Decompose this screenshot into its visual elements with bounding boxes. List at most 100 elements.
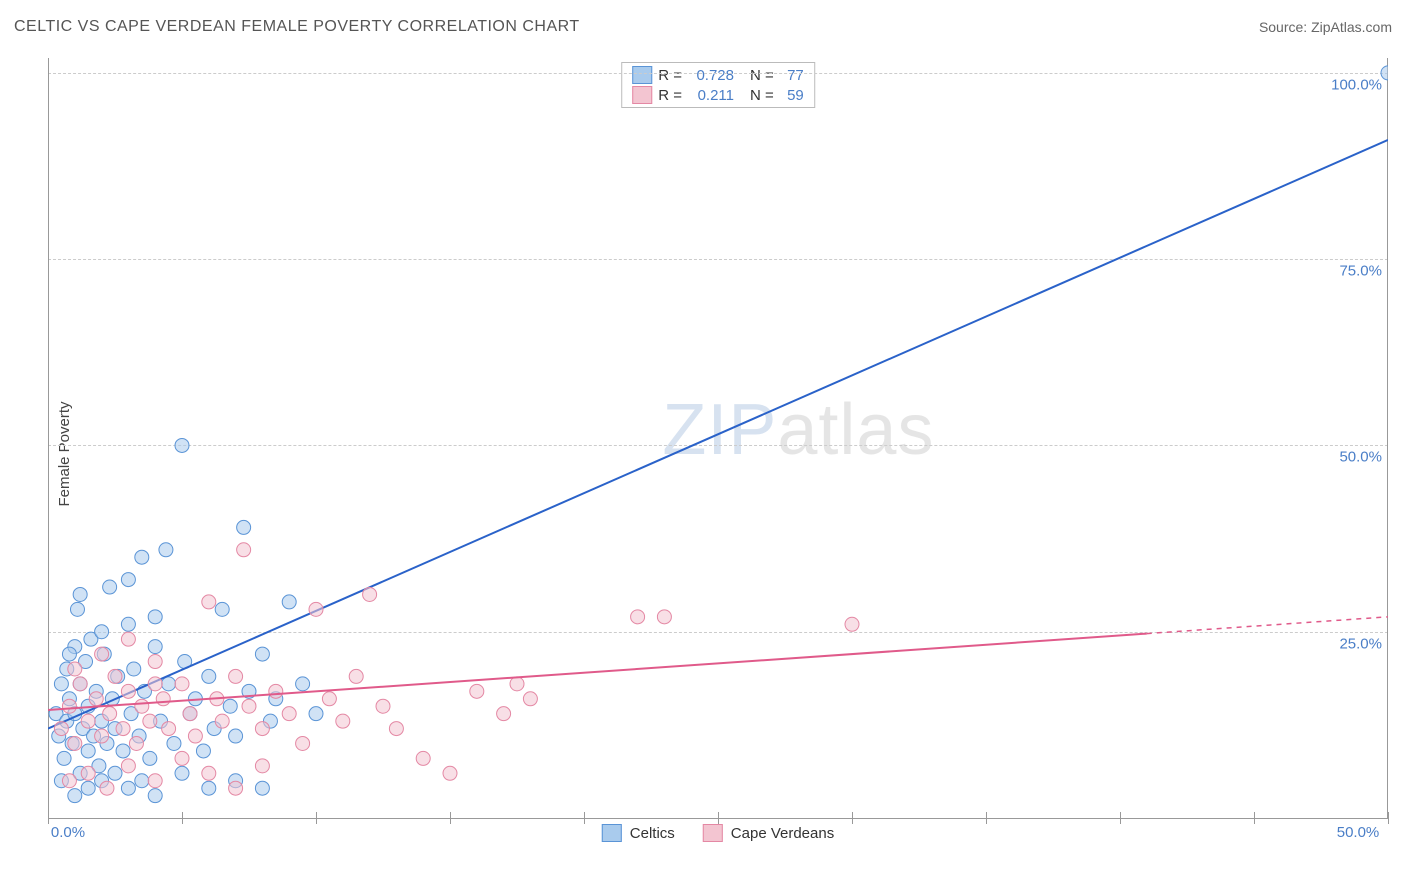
data-point <box>523 692 537 706</box>
data-point <box>223 699 237 713</box>
data-point <box>202 766 216 780</box>
data-point <box>73 677 87 691</box>
data-point <box>159 543 173 557</box>
data-point <box>215 714 229 728</box>
data-point <box>68 789 82 803</box>
data-point <box>237 520 251 534</box>
data-point <box>81 714 95 728</box>
data-point <box>336 714 350 728</box>
data-point <box>121 759 135 773</box>
data-point <box>188 729 202 743</box>
data-point <box>229 669 243 683</box>
data-point <box>148 774 162 788</box>
data-point <box>631 610 645 624</box>
data-point <box>116 744 130 758</box>
data-point <box>81 781 95 795</box>
data-point <box>389 722 403 736</box>
xtick <box>1388 812 1389 824</box>
data-point <box>175 438 189 452</box>
data-point <box>127 662 141 676</box>
data-point <box>255 759 269 773</box>
data-point <box>121 617 135 631</box>
data-point <box>282 595 296 609</box>
data-point <box>129 736 143 750</box>
data-point <box>68 736 82 750</box>
data-point <box>121 684 135 698</box>
regression-line <box>48 140 1388 729</box>
data-point <box>296 677 310 691</box>
data-point <box>54 677 68 691</box>
data-point <box>108 766 122 780</box>
chart-area: Female Poverty ZIPatlas R = 0.728 N = 77… <box>48 58 1388 850</box>
data-point <box>657 610 671 624</box>
data-point <box>229 729 243 743</box>
data-point <box>148 677 162 691</box>
data-point <box>54 722 68 736</box>
data-point <box>215 602 229 616</box>
data-point <box>242 699 256 713</box>
data-point <box>95 647 109 661</box>
data-point <box>175 751 189 765</box>
data-point <box>135 774 149 788</box>
data-point <box>349 669 363 683</box>
data-point <box>148 610 162 624</box>
data-point <box>108 669 122 683</box>
data-point <box>135 550 149 564</box>
xtick-label: 50.0% <box>1337 824 1380 841</box>
data-point <box>121 781 135 795</box>
data-point <box>255 781 269 795</box>
regression-line-dashed <box>1147 617 1388 634</box>
legend-swatch-celtics <box>602 824 622 842</box>
data-point <box>497 707 511 721</box>
data-point <box>116 722 130 736</box>
data-point <box>229 781 243 795</box>
data-point <box>57 751 71 765</box>
legend-item-capeverdeans: Cape Verdeans <box>703 824 834 842</box>
data-point <box>103 707 117 721</box>
chart-source: Source: ZipAtlas.com <box>1259 19 1392 35</box>
data-point <box>255 647 269 661</box>
data-point <box>81 744 95 758</box>
data-point <box>470 684 484 698</box>
data-point <box>95 729 109 743</box>
data-point <box>135 699 149 713</box>
data-point <box>196 744 210 758</box>
data-point <box>162 677 176 691</box>
data-point <box>416 751 430 765</box>
data-point <box>322 692 336 706</box>
data-point <box>269 684 283 698</box>
legend-swatch-capeverdeans <box>703 824 723 842</box>
xtick-label: 0.0% <box>51 824 85 841</box>
plot-region: ZIPatlas R = 0.728 N = 77 R = 0.211 N = … <box>48 58 1388 819</box>
data-point <box>510 677 524 691</box>
data-point <box>143 714 157 728</box>
legend-label-capeverdeans: Cape Verdeans <box>731 825 834 842</box>
data-point <box>296 736 310 750</box>
data-point <box>202 669 216 683</box>
data-point <box>148 789 162 803</box>
data-point <box>1381 66 1388 80</box>
legend-series: Celtics Cape Verdeans <box>602 824 834 842</box>
data-point <box>148 640 162 654</box>
data-point <box>282 707 296 721</box>
legend-label-celtics: Celtics <box>630 825 675 842</box>
data-point <box>183 707 197 721</box>
data-point <box>73 587 87 601</box>
data-point <box>202 781 216 795</box>
data-point <box>845 617 859 631</box>
data-point <box>363 587 377 601</box>
data-point <box>100 781 114 795</box>
data-point <box>89 692 103 706</box>
data-point <box>443 766 457 780</box>
data-point <box>103 580 117 594</box>
data-point <box>143 751 157 765</box>
data-point <box>121 632 135 646</box>
data-point <box>175 766 189 780</box>
data-point <box>62 647 76 661</box>
data-point <box>70 602 84 616</box>
data-point <box>156 692 170 706</box>
data-point <box>237 543 251 557</box>
data-point <box>309 602 323 616</box>
data-point <box>255 722 269 736</box>
data-point <box>309 707 323 721</box>
